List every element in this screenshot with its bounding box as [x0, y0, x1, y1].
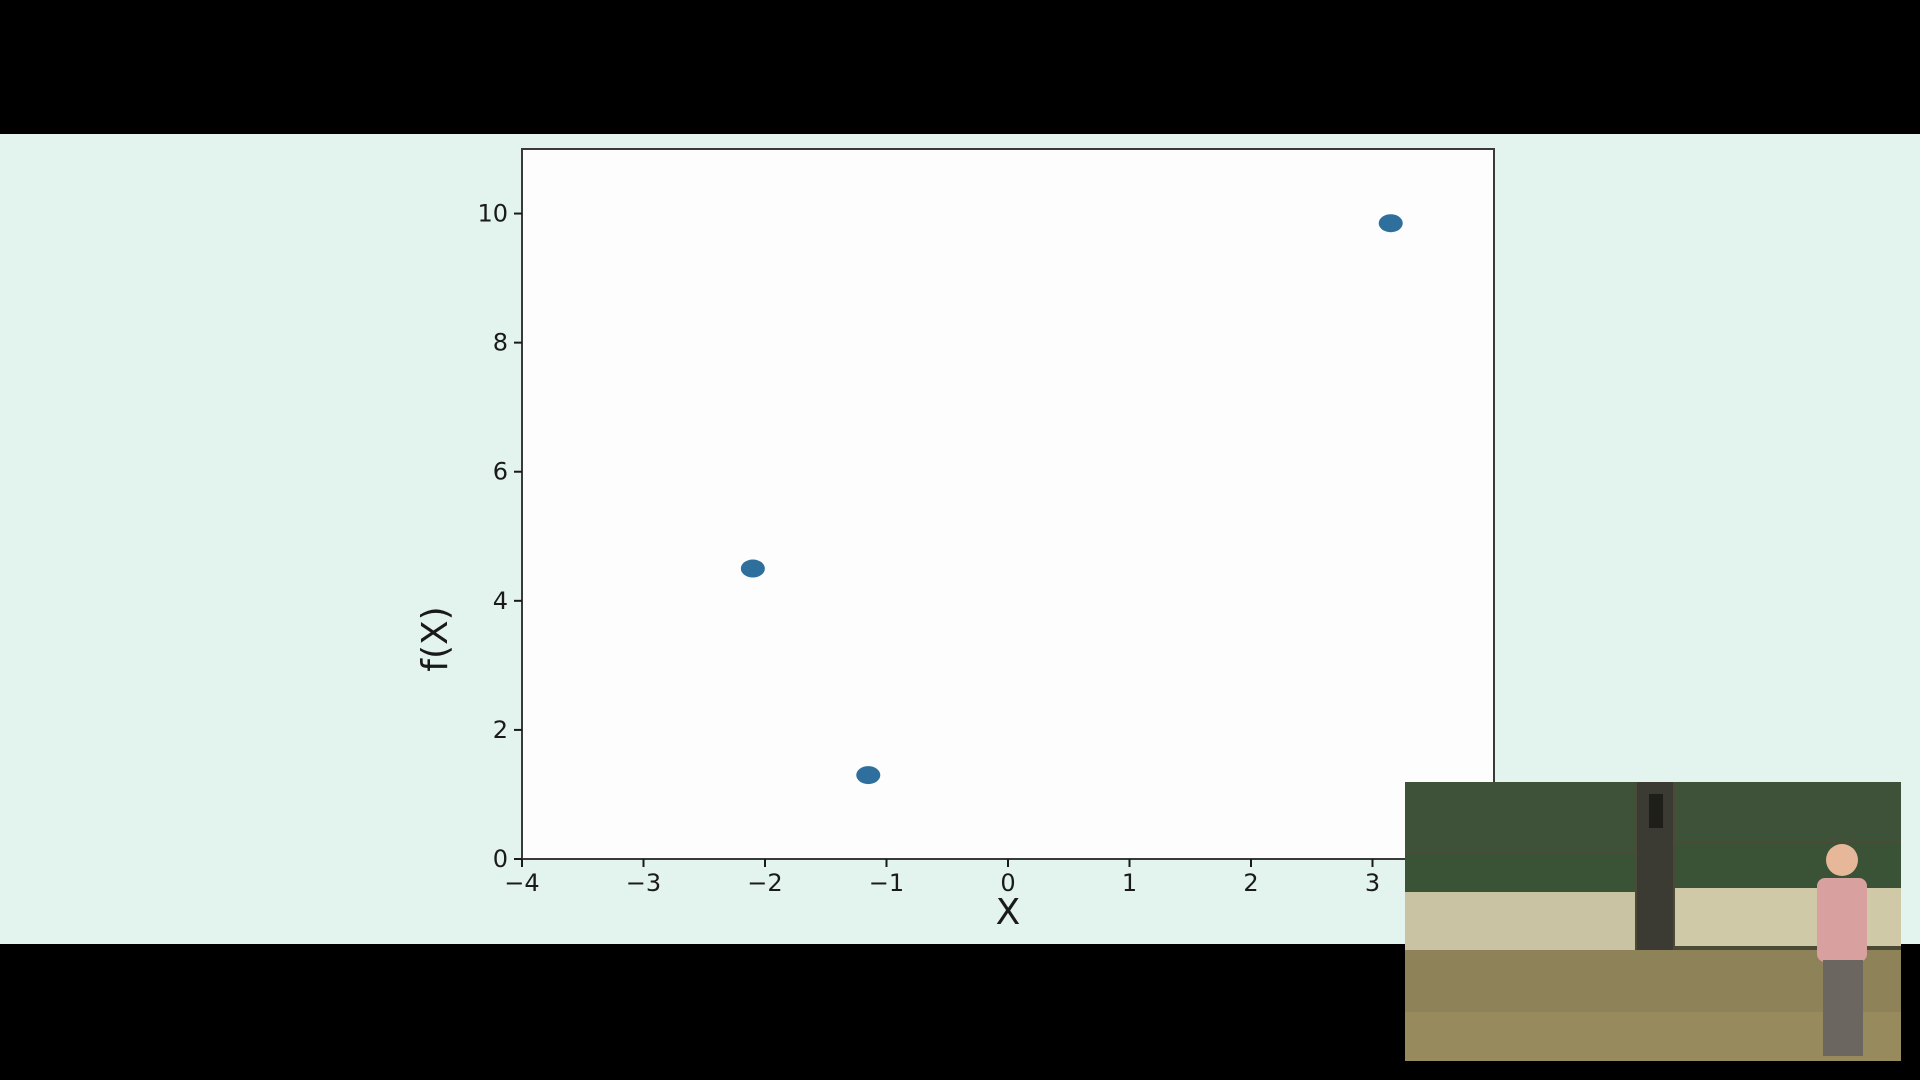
data-points: [740, 214, 1403, 785]
y-axis-title: f(X): [415, 606, 456, 671]
presenter-webcam: [1405, 782, 1901, 1061]
x-tick-label: −3: [626, 869, 661, 897]
y-tick-label: 0: [493, 845, 508, 873]
x-tick-label: 3: [1365, 869, 1380, 897]
x-tick-label: −2: [747, 869, 782, 897]
y-tick-label: 8: [493, 329, 508, 357]
presenter-video-icon: [1405, 782, 1901, 1061]
plot-area: [521, 148, 1495, 860]
y-tick-label: 2: [493, 716, 508, 744]
y-tick-label: 6: [493, 458, 508, 486]
x-axis: −4 −3 −2 −1 0 1 2 3: [504, 859, 1380, 897]
scatter-point: [1378, 214, 1403, 233]
x-axis-title: X: [996, 892, 1021, 933]
x-tick-label: −1: [869, 869, 904, 897]
y-tick-label: 4: [493, 587, 508, 615]
x-tick-label: 2: [1243, 869, 1258, 897]
slide-area: −4 −3 −2 −1 0 1 2 3 0 2 4 6 8 10 X f(X): [0, 134, 1920, 944]
x-tick-label: −4: [504, 869, 539, 897]
y-axis: 0 2 4 6 8 10: [477, 200, 522, 873]
scatter-point: [740, 559, 765, 578]
x-tick-label: 0: [1000, 869, 1015, 897]
scatter-point: [856, 766, 881, 785]
scatter-chart: −4 −3 −2 −1 0 1 2 3 0 2 4 6 8 10 X f(X): [415, 148, 1495, 933]
x-tick-label: 1: [1122, 869, 1137, 897]
y-tick-label: 10: [477, 200, 508, 228]
